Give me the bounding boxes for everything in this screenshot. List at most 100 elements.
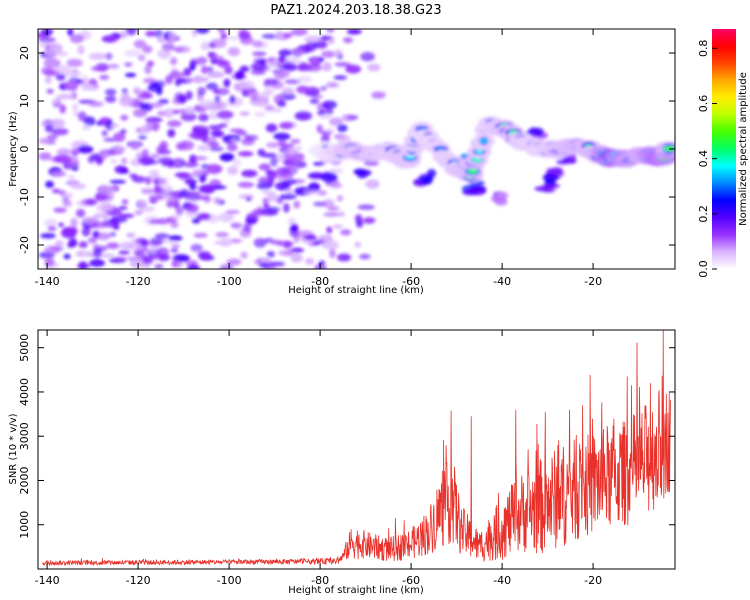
noise-blob <box>335 62 351 67</box>
noise-blob <box>119 97 134 107</box>
noise-blob <box>152 127 159 131</box>
noise-blob <box>170 57 177 66</box>
noise-blob <box>326 226 332 233</box>
noise-blob <box>99 186 116 195</box>
noise-blob <box>171 68 178 77</box>
noise-blob <box>111 159 117 163</box>
noise-blob <box>320 86 327 90</box>
noise-blob <box>178 94 187 103</box>
snr-x-tick-label: -120 <box>126 574 151 587</box>
noise-blob <box>171 243 180 249</box>
noise-blob <box>343 37 353 43</box>
noise-blob <box>54 155 72 164</box>
noise-blob <box>132 176 146 183</box>
noise-blob <box>367 64 380 72</box>
noise-blob <box>360 52 375 61</box>
noise-blob <box>175 79 181 86</box>
noise-blob <box>79 241 88 248</box>
noise-blob <box>270 158 278 167</box>
noise-blob <box>207 66 213 72</box>
snr-x-tick-label: -140 <box>35 574 60 587</box>
noise-blob <box>113 132 125 142</box>
noise-blob <box>263 207 280 212</box>
noise-blob <box>321 51 335 58</box>
noise-blob <box>184 107 195 114</box>
noise-blob <box>304 235 317 240</box>
noise-blob <box>162 43 175 52</box>
noise-blob <box>236 131 248 136</box>
noise-blob <box>168 235 182 240</box>
noise-blob <box>45 181 54 188</box>
noise-blob <box>219 123 228 128</box>
noise-blob <box>195 195 209 200</box>
noise-blob <box>233 222 240 229</box>
noise-blob <box>57 148 72 155</box>
noise-blob <box>106 242 119 249</box>
noise-blob <box>209 147 224 152</box>
noise-blob <box>208 142 219 148</box>
noise-blob <box>174 158 181 165</box>
secondary-feature-blob <box>353 168 366 174</box>
noise-blob <box>330 182 342 188</box>
noise-blob <box>221 33 228 40</box>
snr-panel: -140 -120 -100 -80 -60 -40 -20 100020003000400… <box>8 330 675 596</box>
snr-y-label: SNR (10 * v/v) <box>8 413 19 484</box>
noise-blob <box>61 229 77 239</box>
noise-blob <box>276 30 284 39</box>
noise-blob <box>119 169 129 174</box>
noise-blob <box>105 89 117 96</box>
noise-blob <box>266 123 278 132</box>
noise-blob <box>291 29 307 36</box>
noise-blob <box>141 188 155 194</box>
noise-blob <box>71 148 79 156</box>
noise-blob <box>183 68 191 77</box>
secondary-feature-blob <box>495 198 507 206</box>
colorbar-tick-label: 0.6 <box>697 95 710 113</box>
colorbar-tick-label: 0.4 <box>697 150 710 168</box>
noise-blob <box>277 100 286 107</box>
noise-blob <box>262 153 277 158</box>
noise-blob <box>328 169 343 173</box>
noise-blob <box>51 171 67 177</box>
colorbar-tick-label: 0.0 <box>697 260 710 278</box>
noise-blob <box>285 148 298 154</box>
noise-blob <box>279 194 297 200</box>
noise-blob <box>240 112 250 116</box>
noise-blob <box>334 49 342 57</box>
spectrogram-x-label: Height of straight line (km) <box>288 285 424 296</box>
noise-blob <box>102 35 119 43</box>
noise-blob <box>197 87 206 96</box>
noise-blob <box>218 27 226 33</box>
figure: PAZ1.2024.203.18.38.G23 -140 -120 -100 -80-… <box>0 0 750 600</box>
noise-blob <box>223 119 230 123</box>
noise-blob <box>226 259 241 266</box>
noise-blob <box>161 160 174 166</box>
noise-blob <box>175 172 191 177</box>
noise-blob <box>305 258 315 265</box>
noise-blob <box>183 162 198 168</box>
noise-blob <box>246 213 259 219</box>
noise-blob <box>56 94 74 100</box>
noise-blob <box>150 102 164 108</box>
noise-blob <box>64 254 71 260</box>
noise-blob <box>171 248 179 252</box>
noise-blob <box>219 238 233 247</box>
noise-blob <box>124 50 142 57</box>
noise-blob <box>259 60 267 65</box>
noise-blob <box>263 198 269 205</box>
noise-blob <box>52 128 69 135</box>
noise-blob <box>102 130 108 136</box>
noise-blob <box>149 195 164 200</box>
noise-blob <box>223 79 230 88</box>
secondary-feature-blob <box>566 158 576 164</box>
noise-blob <box>238 80 255 90</box>
noise-blob <box>150 154 160 159</box>
noise-blob <box>168 32 176 40</box>
noise-blob <box>77 45 84 55</box>
noise-blob <box>48 226 57 231</box>
noise-blob <box>92 231 99 239</box>
noise-blob <box>320 115 332 119</box>
noise-blob <box>154 30 163 38</box>
noise-blob <box>207 164 222 174</box>
noise-blob <box>218 60 231 68</box>
